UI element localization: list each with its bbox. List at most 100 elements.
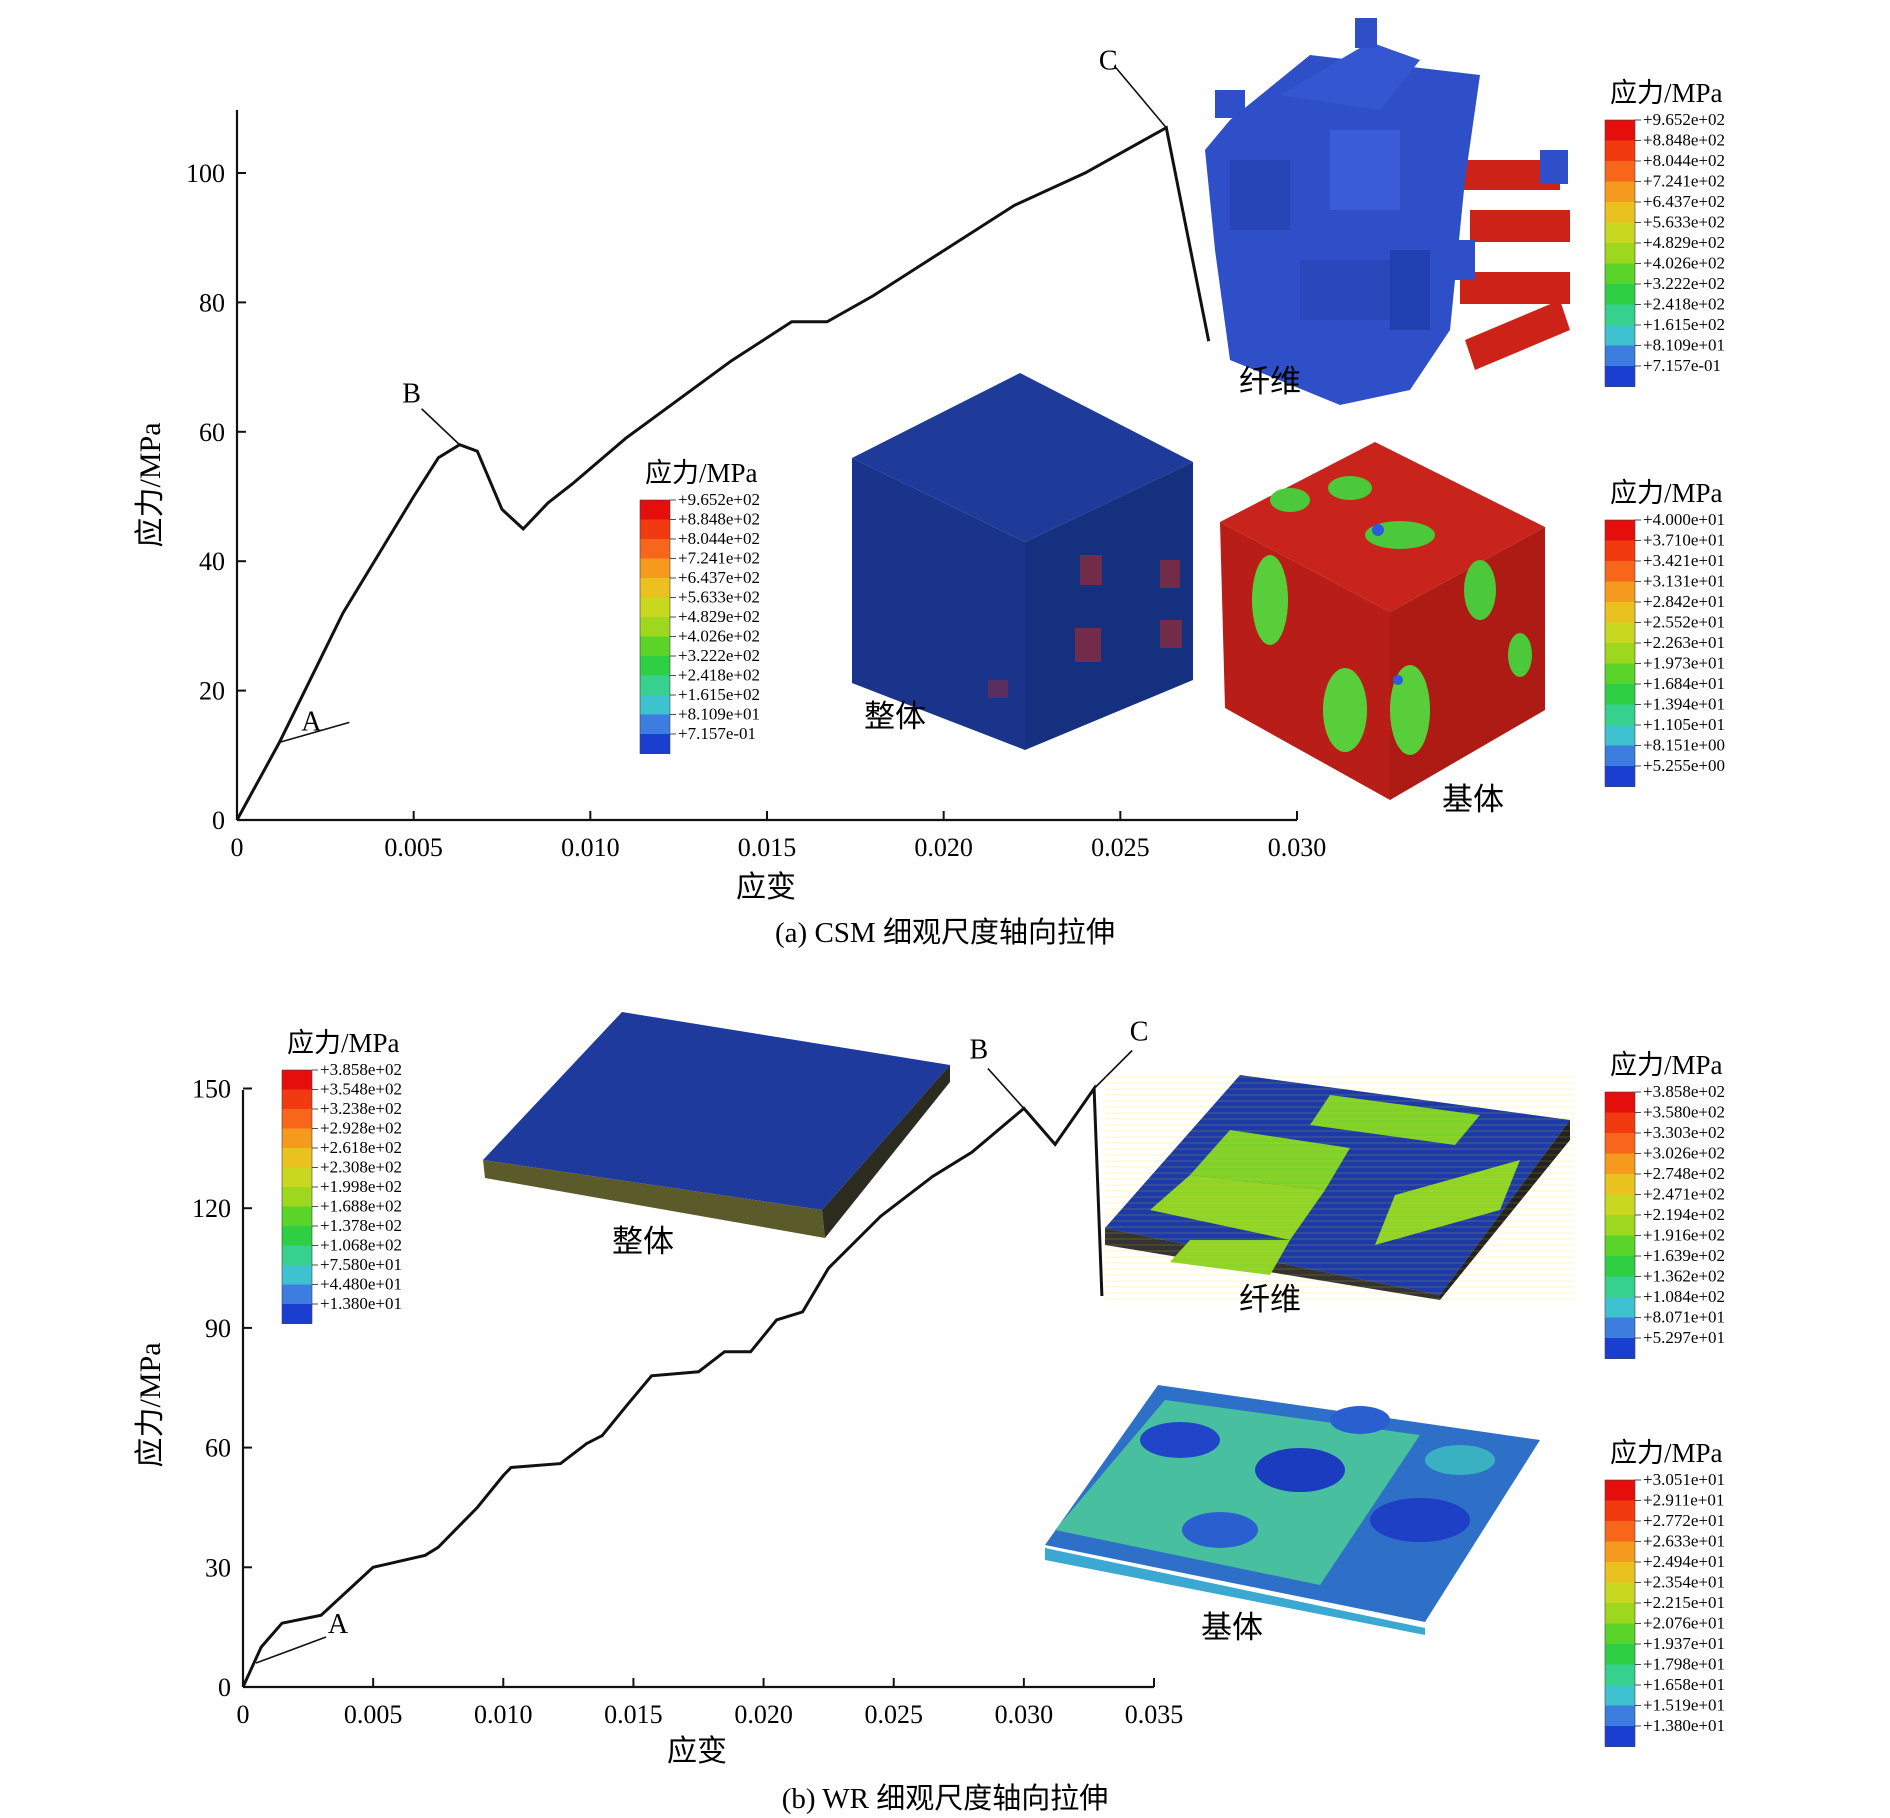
legend-swatch: [1605, 1582, 1635, 1604]
x-tick-label: 0: [237, 1700, 250, 1729]
legend-value: +2.263e+01: [1643, 633, 1725, 652]
y-tick-label: 60: [205, 1434, 231, 1463]
legend-swatch: [1605, 663, 1635, 685]
x-tick-label: 0: [231, 833, 244, 862]
panel-a-legend-whole: 应力/MPa +9.652e+02+8.848e+02+8.044e+02+7.2…: [639, 458, 760, 754]
legend-title: 应力/MPa: [287, 1028, 400, 1058]
legend-value: +1.658e+01: [1643, 1675, 1725, 1694]
legend-value: +4.026e+02: [678, 627, 760, 646]
legend-swatch: [1605, 622, 1635, 644]
legend-frame: [1604, 119, 1636, 387]
legend-value: +8.151e+00: [1643, 736, 1725, 755]
legend-value: +4.026e+02: [1643, 254, 1725, 273]
legend-value: +2.471e+02: [1643, 1185, 1725, 1204]
y-tick-label: 20: [199, 677, 225, 706]
x-tick-label: 0.020: [914, 833, 973, 862]
panel-a-inset-whole: 整体: [852, 373, 1193, 750]
legend-swatch: [640, 578, 670, 598]
legend-swatch: [1605, 222, 1635, 244]
legend-swatch: [1605, 1235, 1635, 1257]
annotation-label-c: C: [1099, 46, 1118, 77]
legend-swatch: [640, 675, 670, 696]
legend-swatch: [640, 597, 670, 618]
legend-swatch: [282, 1226, 312, 1246]
legend-value: +4.480e+01: [320, 1275, 402, 1294]
y-tick-label: 100: [186, 159, 225, 188]
legend-value: +5.255e+00: [1643, 756, 1725, 775]
legend-title: 应力/MPa: [1610, 78, 1723, 108]
legend-frame: [639, 499, 671, 754]
panel-a-inset-whole-label: 整体: [864, 699, 926, 734]
legend-swatch: [1605, 161, 1635, 182]
annotation-label-b: B: [970, 1034, 989, 1065]
panel-b-inset-matrix-label: 基体: [1201, 1610, 1263, 1645]
panel-a-ylabel: 应力/MPa: [134, 422, 167, 547]
legend-value: +2.618e+02: [320, 1138, 402, 1157]
y-tick-label: 150: [192, 1075, 231, 1104]
legend-value: +4.829e+02: [1643, 233, 1725, 252]
legend-value: +7.241e+02: [1643, 172, 1725, 191]
legend-swatch: [1605, 120, 1635, 141]
legend-value: +3.858e+02: [1643, 1082, 1725, 1101]
legend-value: +1.615e+02: [1643, 315, 1725, 334]
legend-swatch: [1605, 766, 1635, 787]
x-tick-label: 0.015: [738, 833, 797, 862]
legend-value: +2.354e+01: [1643, 1573, 1725, 1592]
legend-value: +2.748e+02: [1643, 1164, 1725, 1183]
y-tick-label: 0: [218, 1673, 231, 1702]
x-tick-label: 0.005: [344, 1700, 403, 1729]
legend-swatch: [640, 734, 670, 754]
legend-swatch: [640, 714, 670, 735]
legend-value: +2.928e+02: [320, 1119, 402, 1138]
annotation-leader-c: [1093, 1049, 1133, 1090]
legend-swatch: [282, 1304, 312, 1324]
x-tick-label: 0.015: [604, 1700, 663, 1729]
legend-value: +2.911e+01: [1643, 1491, 1724, 1510]
legend-value: +2.494e+01: [1643, 1552, 1725, 1571]
x-tick-label: 0.005: [384, 833, 443, 862]
panel-b-inset-whole: 整体: [483, 1012, 950, 1259]
legend-swatch: [640, 558, 670, 579]
legend-swatch: [1605, 684, 1635, 705]
legend-swatch: [1605, 602, 1635, 623]
legend-swatch: [1605, 1112, 1635, 1134]
panel-a-annotations: A B C: [279, 46, 1167, 744]
legend-swatch: [1605, 325, 1635, 346]
annotation-leader-b: [987, 1067, 1025, 1109]
legend-value: +7.157e-01: [1643, 356, 1721, 375]
y-tick-label: 0: [212, 806, 225, 835]
legend-value: +3.858e+02: [320, 1060, 402, 1079]
legend-swatch: [1605, 1562, 1635, 1583]
panel-a-ticks: 0 0.005 0.010 0.015 0.020 0.025 0.030 0 20 40 60 80…: [186, 159, 1326, 862]
legend-swatch: [1605, 725, 1635, 746]
legend-swatch: [1605, 304, 1635, 326]
y-tick-label: 60: [199, 418, 225, 447]
y-tick-label: 80: [199, 288, 225, 317]
panel-b: 0 0.005 0.010 0.015 0.020 0.025 0.030 0.035 0 30 6…: [134, 1012, 1725, 1815]
annotation-label-a: A: [301, 706, 322, 737]
panel-b-xlabel: 应变: [667, 1735, 727, 1768]
legend-value: +8.071e+01: [1643, 1308, 1725, 1327]
legend-value: +1.798e+01: [1643, 1655, 1725, 1674]
legend-value: +3.548e+02: [320, 1080, 402, 1099]
x-tick-label: 0.030: [1268, 833, 1327, 862]
legend-value: +4.829e+02: [678, 607, 760, 626]
legend-value: +2.552e+01: [1643, 613, 1725, 632]
legend-value: +5.633e+02: [678, 588, 760, 607]
panel-b-axes: [241, 1090, 1154, 1689]
legend-swatch: [282, 1167, 312, 1188]
legend-value: +1.380e+01: [1643, 1716, 1725, 1735]
legend-value: +1.378e+02: [320, 1216, 402, 1235]
panel-b-annotations: A B C: [255, 1017, 1148, 1664]
panel-a: 0 0.005 0.010 0.015 0.020 0.025 0.030 0 20 40 60 80…: [134, 18, 1725, 949]
annotation-label-a: A: [328, 1609, 349, 1640]
legend-swatch: [1605, 243, 1635, 264]
legend-value: +7.241e+02: [678, 549, 760, 568]
legend-title: 应力/MPa: [645, 458, 758, 488]
legend-value: +5.633e+02: [1643, 213, 1725, 232]
panel-a-xlabel: 应变: [736, 871, 796, 904]
legend-value: +1.105e+01: [1643, 715, 1725, 734]
legend-swatch: [1605, 1256, 1635, 1277]
legend-swatch: [1605, 345, 1635, 367]
legend-value: +1.639e+02: [1643, 1246, 1725, 1265]
